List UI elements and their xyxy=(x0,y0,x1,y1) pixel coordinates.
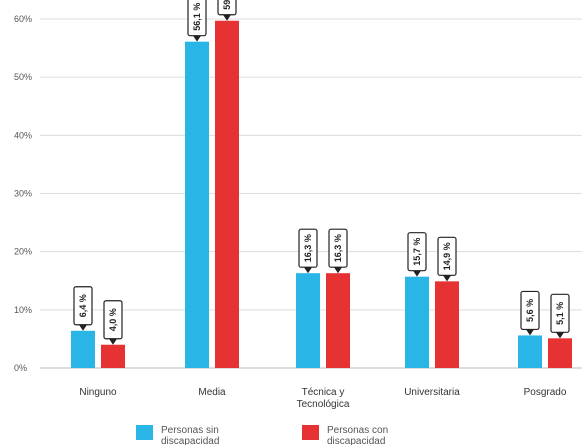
data-label: 16,3 % xyxy=(303,234,313,262)
data-label: 15,7 % xyxy=(412,238,422,266)
x-category-label: Técnica y xyxy=(302,387,345,398)
data-label: 16,3 % xyxy=(333,234,343,262)
legend-label-line2: discapacidad xyxy=(161,436,219,445)
x-category-label: Posgrado xyxy=(524,387,567,398)
legend-swatch xyxy=(302,425,319,440)
bar xyxy=(215,20,239,369)
x-category-label: Ninguno xyxy=(79,387,117,398)
bar xyxy=(101,344,125,368)
data-label: 5,6 % xyxy=(525,299,535,322)
bar xyxy=(326,273,350,368)
legend-label: Personas con xyxy=(327,425,388,436)
bar xyxy=(185,41,209,369)
y-tick-label: 20% xyxy=(14,247,32,257)
bar xyxy=(71,330,95,368)
y-tick-label: 0% xyxy=(14,363,27,373)
y-tick-label: 60% xyxy=(14,14,32,24)
data-label-pointer xyxy=(443,275,451,282)
y-axis-ticks: 0% 10% 20% 30% 40% 50% 60% xyxy=(14,14,32,373)
legend-label-line2: discapacidad xyxy=(327,436,385,445)
bar xyxy=(435,281,459,368)
y-tick-label: 40% xyxy=(14,130,32,140)
data-label: 5,1 % xyxy=(555,302,565,325)
data-label-pointer xyxy=(304,267,312,274)
data-label: 4,0 % xyxy=(108,308,118,331)
bar xyxy=(405,276,429,368)
bars xyxy=(71,20,572,369)
data-label-pointer xyxy=(193,35,201,42)
bar xyxy=(548,338,572,368)
data-label-pointer xyxy=(109,338,117,345)
data-label: 56,1 % xyxy=(192,3,202,31)
data-label-pointer xyxy=(223,14,231,21)
data-label: 59,7 % xyxy=(222,0,232,10)
data-labels: 6,4 % 4,0 % 56,1 % 59,7 % 16,3 % 16,3 % 15,7 %… xyxy=(73,0,570,345)
data-label-pointer xyxy=(334,267,342,274)
bar xyxy=(518,335,542,368)
y-tick-label: 10% xyxy=(14,305,32,315)
x-category-label: Media xyxy=(198,387,226,398)
data-label-pointer xyxy=(413,270,421,277)
x-category-label-line2: Tecnológica xyxy=(297,399,350,410)
x-category-label: Universitaria xyxy=(404,387,460,398)
data-label: 14,9 % xyxy=(442,242,452,270)
legend-swatch xyxy=(136,425,153,440)
data-label-pointer xyxy=(526,329,534,336)
data-label-pointer xyxy=(556,332,564,339)
data-label-pointer xyxy=(79,324,87,331)
y-tick-label: 50% xyxy=(14,72,32,82)
legend-label: Personas sin xyxy=(161,425,219,436)
bar xyxy=(296,273,320,368)
y-tick-label: 30% xyxy=(14,189,32,199)
data-label: 6,4 % xyxy=(78,294,88,317)
